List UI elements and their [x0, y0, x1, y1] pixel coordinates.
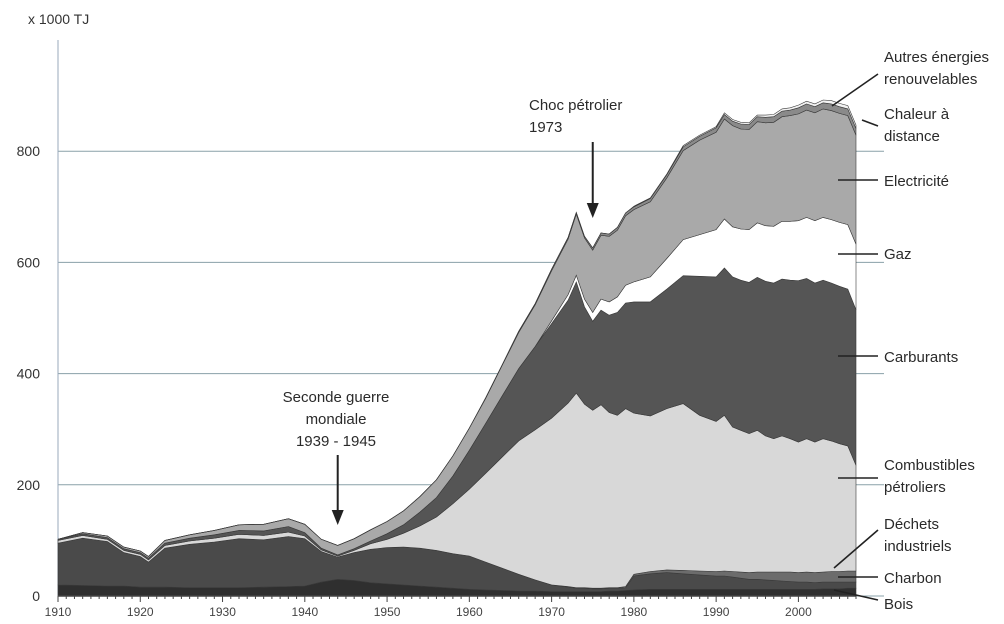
x-tick-1950: 1950: [374, 605, 401, 619]
annotation-ww2-arrowhead: [331, 510, 344, 525]
label-combustibles-p-troliers-line-1: pétroliers: [884, 479, 946, 496]
annotations: Choc pétrolier 1973 Seconde guerre mondiale…: [283, 97, 622, 525]
label-autres-nergies-renouvelables-line-0: Autres énergies: [884, 49, 989, 66]
annotation-oil-shock-line-1: 1973: [529, 119, 562, 136]
label-charbon-line-0: Charbon: [884, 570, 942, 587]
x-tick-1930: 1930: [209, 605, 236, 619]
y-tick-0: 0: [32, 588, 40, 604]
y-tick-600: 600: [17, 254, 41, 270]
annotation-oil-shock-line-0: Choc pétrolier: [529, 97, 622, 114]
label-combustibles-p-troliers-line-0: Combustibles: [884, 457, 975, 474]
x-tick-1910: 1910: [45, 605, 72, 619]
area-autres-nergies-renouvelables: [57, 99, 857, 557]
label-chaleur-distance-line-0: Chaleur à: [884, 106, 950, 123]
label-autres-nergies-renouvelables-line-1: renouvelables: [884, 71, 977, 88]
annotation-oil-shock-arrowhead: [586, 203, 599, 218]
leader-autres-nergies-renouvelables: [831, 73, 879, 107]
label-d-chets-industriels-line-1: industriels: [884, 538, 952, 555]
label-chaleur-distance-line-1: distance: [884, 128, 940, 145]
series-labels: Autres énergies renouvelables Chaleur à dis…: [831, 49, 989, 613]
y-tick-labels: 0 200 400 600 800: [17, 143, 41, 604]
label-gaz-line-0: Gaz: [884, 246, 912, 263]
leader-bois: [833, 589, 879, 601]
x-tick-1970: 1970: [538, 605, 565, 619]
x-tick-1920: 1920: [127, 605, 154, 619]
x-tick-2000: 2000: [785, 605, 812, 619]
y-tick-200: 200: [17, 477, 41, 493]
x-tick-1960: 1960: [456, 605, 483, 619]
leader-d-chets-industriels: [833, 529, 879, 569]
annotation-ww2-line-1: mondiale: [306, 411, 367, 428]
label-bois-line-0: Bois: [884, 596, 913, 613]
leader-chaleur-distance: [861, 119, 879, 127]
annotation-ww2-line-2: 1939 - 1945: [296, 433, 376, 450]
x-tick-1980: 1980: [621, 605, 648, 619]
x-tick-1990: 1990: [703, 605, 730, 619]
label-carburants-line-0: Carburants: [884, 349, 958, 366]
stacked-areas: [57, 99, 857, 597]
y-tick-800: 800: [17, 143, 41, 159]
y-axis-label: x 1000 TJ: [28, 11, 89, 27]
y-tick-400: 400: [17, 366, 41, 382]
x-tick-1940: 1940: [291, 605, 318, 619]
label-electricit--line-0: Electricité: [884, 173, 949, 190]
annotation-ww2-line-0: Seconde guerre: [283, 389, 390, 406]
x-tick-labels: 1910 1920 1930 1940 1950 1960 1970 1980 1990 2000: [45, 596, 857, 619]
label-d-chets-industriels-line-0: Déchets: [884, 516, 939, 533]
